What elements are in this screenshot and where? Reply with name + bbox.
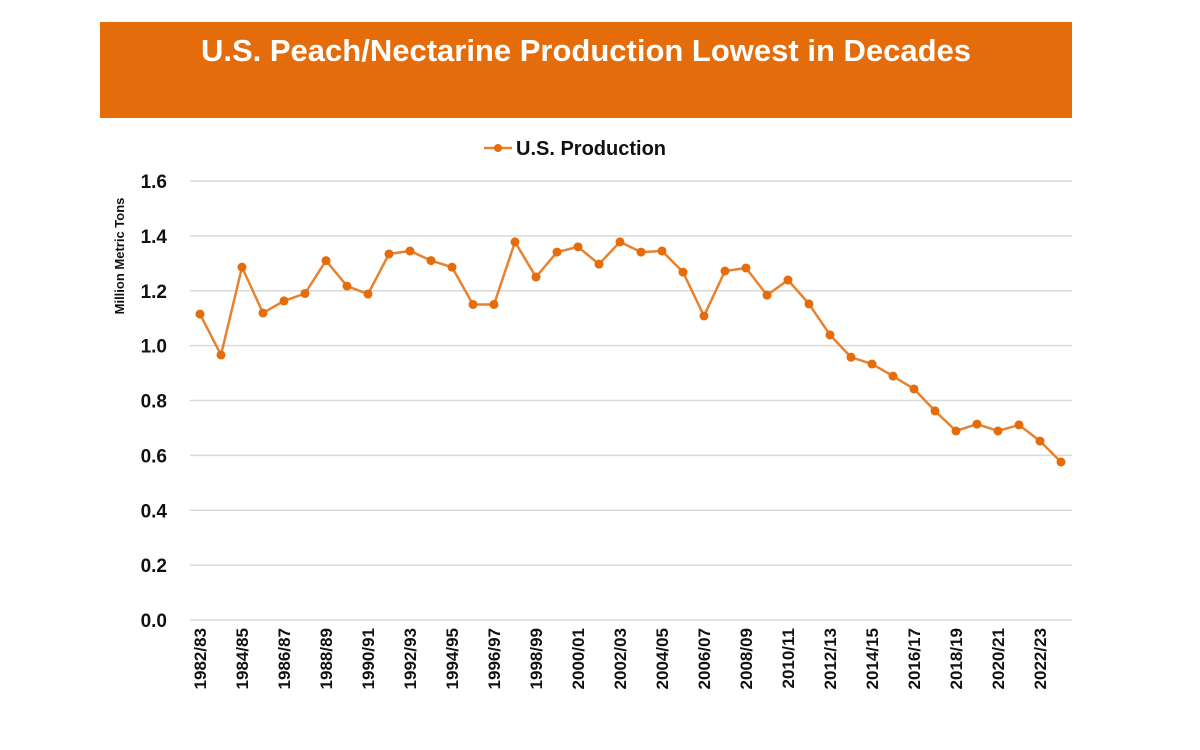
data-point-2021-22 <box>1014 420 1024 430</box>
data-point-2020-21 <box>993 426 1003 436</box>
data-point-2001-02 <box>594 259 604 269</box>
data-point-1991-92 <box>384 249 394 259</box>
x-tick-label: 2008/09 <box>737 628 756 689</box>
legend: U.S. Production <box>484 138 666 160</box>
y-tick-label: 1.6 <box>141 172 167 193</box>
chart-title-banner: U.S. Peach/Nectarine Production Lowest i… <box>100 22 1072 118</box>
data-point-2018-19 <box>951 426 961 436</box>
data-point-2007-08 <box>720 266 730 276</box>
chart-title: U.S. Peach/Nectarine Production Lowest i… <box>200 33 972 68</box>
y-tick-label: 1.2 <box>141 282 167 303</box>
series-line-us-production <box>198 238 1062 463</box>
x-tick-label: 2020/21 <box>989 628 1008 689</box>
x-tick-label: 1996/97 <box>485 628 504 689</box>
x-tick-label: 2002/03 <box>611 628 630 689</box>
data-point-2023-24 <box>1056 457 1066 467</box>
data-point-2012-13 <box>825 330 835 340</box>
legend-dot-marker <box>494 144 502 152</box>
data-point-2008-09 <box>741 263 751 273</box>
x-tick-label: 1986/87 <box>275 628 294 689</box>
data-point-2013-14 <box>846 352 856 362</box>
legend-label: U.S. Production <box>516 138 666 160</box>
x-tick-label: 2016/17 <box>905 628 924 689</box>
data-point-2019-20 <box>972 419 982 429</box>
data-point-2009-10 <box>762 290 772 300</box>
data-point-1988-89 <box>321 256 331 266</box>
data-point-1987-88 <box>300 288 310 298</box>
x-tick-label: 2010/11 <box>779 628 798 689</box>
data-point-1993-94 <box>426 256 436 266</box>
data-point-1996-97 <box>489 299 499 309</box>
data-point-1983-84 <box>216 350 226 360</box>
x-tick-label: 1984/85 <box>233 628 252 689</box>
data-point-1984-85 <box>237 262 247 272</box>
data-point-2002-03 <box>615 237 625 247</box>
data-point-1994-95 <box>447 262 457 272</box>
data-point-2006-07 <box>699 311 709 321</box>
data-point-2010-11 <box>783 275 793 285</box>
x-tick-label: 1982/83 <box>191 628 210 689</box>
y-tick-label: 0.6 <box>141 446 167 467</box>
x-tick-label: 1998/99 <box>527 628 546 689</box>
x-tick-label: 1992/93 <box>401 628 420 689</box>
data-point-2015-16 <box>888 371 898 381</box>
y-tick-label: 1.0 <box>141 337 167 358</box>
data-point-1997-98 <box>510 237 520 247</box>
data-point-2000-01 <box>573 242 583 252</box>
data-point-2003-04 <box>636 247 646 257</box>
data-point-1989-90 <box>342 281 352 291</box>
data-point-1982-83 <box>195 309 205 319</box>
data-point-1995-96 <box>468 299 478 309</box>
data-point-2016-17 <box>909 384 919 394</box>
data-point-2022-23 <box>1035 436 1045 446</box>
x-tick-label: 2012/13 <box>821 628 840 689</box>
x-tick-label: 2018/19 <box>947 628 966 689</box>
x-tick-label: 2000/01 <box>569 628 588 689</box>
x-tick-label: 2022/23 <box>1031 628 1050 689</box>
data-point-1985-86 <box>258 308 268 318</box>
x-tick-label: 1994/95 <box>443 628 462 689</box>
data-point-1986-87 <box>279 296 289 306</box>
x-tick-label: 2014/15 <box>863 628 882 689</box>
x-tick-label: 1988/89 <box>317 628 336 689</box>
data-point-1998-99 <box>531 272 541 282</box>
data-point-1992-93 <box>405 246 415 256</box>
data-point-2017-18 <box>930 406 940 416</box>
data-point-1990-91 <box>363 289 373 299</box>
y-axis-label: Million Metric Tons <box>112 198 127 315</box>
data-point-2005-06 <box>678 267 688 277</box>
x-tick-label: 2004/05 <box>653 628 672 689</box>
y-tick-label: 0.8 <box>141 392 167 413</box>
x-tick-label: 1990/91 <box>359 628 378 689</box>
y-tick-label: 0.4 <box>141 501 168 522</box>
data-point-2014-15 <box>867 359 877 369</box>
x-tick-label: 2006/07 <box>695 628 714 689</box>
y-tick-label: 0.0 <box>141 611 167 632</box>
data-point-2004-05 <box>657 246 667 256</box>
data-point-1999-00 <box>552 247 562 257</box>
data-point-2011-12 <box>804 299 814 309</box>
y-tick-label: 0.2 <box>141 556 167 577</box>
y-tick-label: 1.4 <box>141 227 168 248</box>
